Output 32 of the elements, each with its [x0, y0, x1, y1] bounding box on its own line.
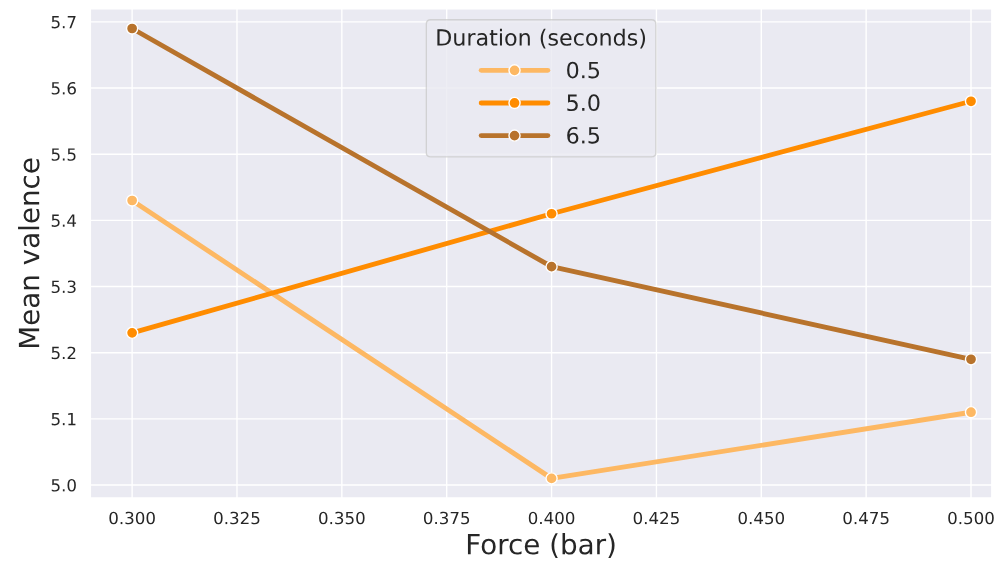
- legend-title: Duration (seconds): [437, 28, 646, 49]
- x-tick-label: 0.350: [319, 511, 365, 525]
- x-tick-label: 0.450: [738, 511, 785, 525]
- point: [125, 22, 139, 35]
- legend-label: 5.0: [567, 94, 600, 112]
- point: [964, 353, 978, 366]
- legend-label: 0.5: [567, 61, 600, 79]
- point: [545, 260, 558, 273]
- x-tick-label: 0.475: [843, 511, 889, 525]
- point: [964, 405, 978, 419]
- y-axis-title: Mean valence: [18, 158, 40, 348]
- x-tick-label: 0.375: [423, 511, 470, 525]
- y-tick-label: 5.7: [51, 16, 76, 29]
- point: [125, 194, 139, 207]
- y-tick-label: 5.1: [51, 413, 76, 426]
- x-tick-label: 0.325: [214, 511, 260, 525]
- x-tick-label: 0.400: [528, 511, 575, 525]
- point: [545, 472, 558, 485]
- x-tick-label: 0.300: [109, 511, 155, 525]
- x-axis-title: Force (bar): [467, 533, 615, 558]
- y-tick-label: 5.3: [51, 280, 76, 294]
- x-tick-label: 0.500: [948, 511, 994, 525]
- point: [545, 207, 558, 220]
- point: [964, 95, 978, 108]
- y-tick-label: 5.5: [51, 148, 76, 161]
- legend-label: 6.5: [567, 126, 600, 144]
- y-tick-label: 5.0: [51, 478, 76, 492]
- y-tick-label: 5.2: [51, 346, 76, 360]
- y-tick-label: 5.4: [51, 214, 77, 227]
- x-tick-label: 0.425: [633, 511, 679, 525]
- y-tick-label: 5.6: [51, 82, 76, 95]
- point: [125, 326, 139, 340]
